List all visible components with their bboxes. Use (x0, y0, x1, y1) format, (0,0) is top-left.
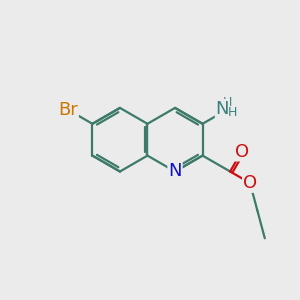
Text: O: O (235, 142, 249, 160)
Text: N: N (216, 100, 229, 118)
Text: O: O (243, 174, 257, 192)
Text: H: H (228, 106, 237, 119)
Text: Br: Br (58, 101, 78, 119)
Text: N: N (168, 163, 182, 181)
Text: H: H (223, 95, 232, 109)
